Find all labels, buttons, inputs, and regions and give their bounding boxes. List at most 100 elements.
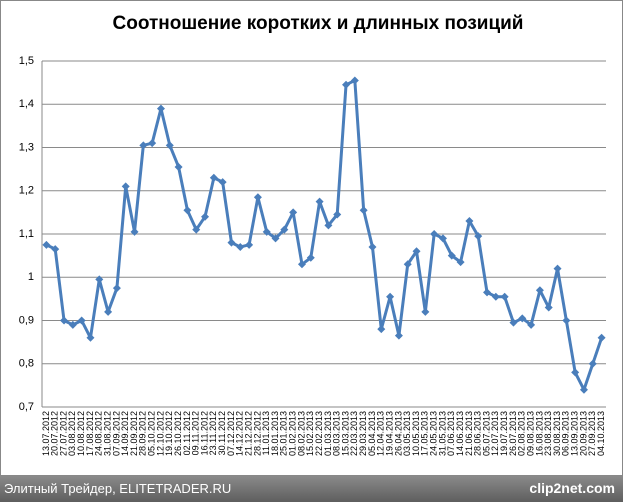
marker (430, 230, 439, 238)
x-tick-label: 18.01.2013 (270, 411, 280, 456)
marker (227, 238, 236, 247)
x-tick-label: 02.08.2013 (517, 411, 527, 456)
x-tick-label: 01.02.2013 (288, 411, 298, 456)
x-tick-label: 26.04.2013 (393, 411, 403, 456)
x-tick-label: 19.10.2012 (164, 411, 174, 456)
x-tick-label: 28.12.2012 (252, 411, 262, 456)
marker (104, 307, 113, 316)
x-tick-label: 06.09.2013 (561, 411, 571, 456)
marker (218, 178, 227, 187)
marker (280, 225, 289, 234)
x-tick-label: 22.02.2013 (314, 411, 324, 456)
x-tick-label: 19.07.2013 (499, 411, 509, 456)
marker (421, 307, 430, 316)
marker (491, 292, 500, 301)
x-tick-label: 08.02.2013 (296, 411, 306, 456)
footer-watermark: clip2net.com (529, 480, 615, 496)
chart-frame (0, 0, 623, 476)
x-tick-label: 21.06.2013 (464, 411, 474, 456)
marker (209, 173, 218, 182)
x-tick-label: 21.09.2012 (129, 411, 139, 456)
marker (465, 217, 474, 226)
marker (306, 253, 315, 262)
x-tick-label: 31.05.2013 (437, 411, 447, 456)
x-tick-label: 28.09.2012 (138, 411, 148, 456)
x-tick-label: 03.08.2012 (67, 411, 77, 456)
marker (509, 318, 518, 327)
marker (139, 141, 148, 150)
x-tick-label: 14.12.2012 (235, 411, 245, 456)
marker (86, 333, 95, 342)
marker (95, 275, 104, 284)
x-tick-label: 16.08.2013 (534, 411, 544, 456)
x-tick-label: 26.07.2013 (508, 411, 518, 456)
marker (333, 210, 342, 219)
chart-title: Соотношение коротких и длинных позиций (113, 13, 524, 34)
y-tick-label: 1,5 (19, 55, 34, 67)
marker (571, 368, 580, 377)
marker (60, 316, 69, 325)
x-tick-label: 03.05.2013 (402, 411, 412, 456)
x-tick-label: 07.09.2012 (111, 411, 121, 456)
x-tick-label: 28.06.2013 (473, 411, 483, 456)
marker (412, 247, 421, 256)
x-tick-label: 01.03.2013 (323, 411, 333, 456)
marker (377, 325, 386, 334)
x-tick-label: 31.08.2012 (102, 411, 112, 456)
y-tick-label: 1 (28, 271, 34, 283)
x-tick-label: 23.08.2013 (543, 411, 553, 456)
marker (500, 292, 509, 301)
x-tick-label: 20.07.2012 (50, 411, 60, 456)
marker (297, 260, 306, 269)
x-tick-label: 30.11.2012 (217, 411, 227, 455)
marker (51, 245, 60, 254)
marker (553, 264, 562, 273)
marker (165, 141, 174, 150)
marker (42, 240, 51, 249)
marker (597, 333, 606, 342)
marker (342, 80, 351, 89)
marker (121, 182, 130, 191)
x-tick-label: 25.01.2013 (279, 411, 289, 456)
marker (403, 260, 412, 269)
x-tick-label: 07.12.2012 (226, 411, 236, 456)
x-tick-label: 13.09.2013 (570, 411, 580, 456)
marker (315, 197, 324, 206)
x-tick-label: 24.05.2013 (429, 411, 439, 456)
y-tick-label: 1,4 (19, 98, 34, 110)
marker (483, 288, 492, 297)
marker (77, 316, 86, 325)
marker (579, 385, 588, 394)
marker (544, 303, 553, 312)
marker (174, 162, 183, 171)
x-tick-label: 13.07.2012 (41, 411, 51, 456)
x-tick-label: 09.11.2012 (191, 411, 201, 455)
x-tick-label: 07.06.2013 (446, 411, 456, 456)
marker (271, 234, 280, 243)
marker (447, 251, 456, 260)
x-tick-label: 21.12.2012 (243, 411, 253, 456)
x-tick-label: 04.10.2013 (596, 411, 606, 456)
y-tick-label: 1,1 (19, 228, 34, 240)
marker (253, 193, 262, 202)
marker (588, 359, 597, 368)
x-tick-label: 20.09.2013 (578, 411, 588, 456)
y-tick-label: 0,9 (19, 314, 34, 326)
marker (518, 314, 527, 323)
chart: Соотношение коротких и длинных позиций 0… (0, 0, 623, 476)
marker (183, 206, 192, 215)
x-tick-label: 12.10.2012 (155, 411, 165, 456)
x-tick-label: 09.08.2013 (525, 411, 535, 456)
marker (112, 284, 121, 293)
marker (386, 292, 395, 301)
line (45, 78, 604, 392)
x-tick-label: 15.02.2013 (305, 411, 315, 456)
marker (245, 240, 254, 249)
x-tick-label: 05.04.2013 (367, 411, 377, 456)
marker (527, 320, 536, 329)
marker (68, 320, 77, 329)
x-tick-label: 23.11.2012 (208, 411, 218, 455)
marker (368, 242, 377, 251)
x-tick-label: 26.10.2012 (173, 411, 183, 456)
marker (535, 286, 544, 295)
